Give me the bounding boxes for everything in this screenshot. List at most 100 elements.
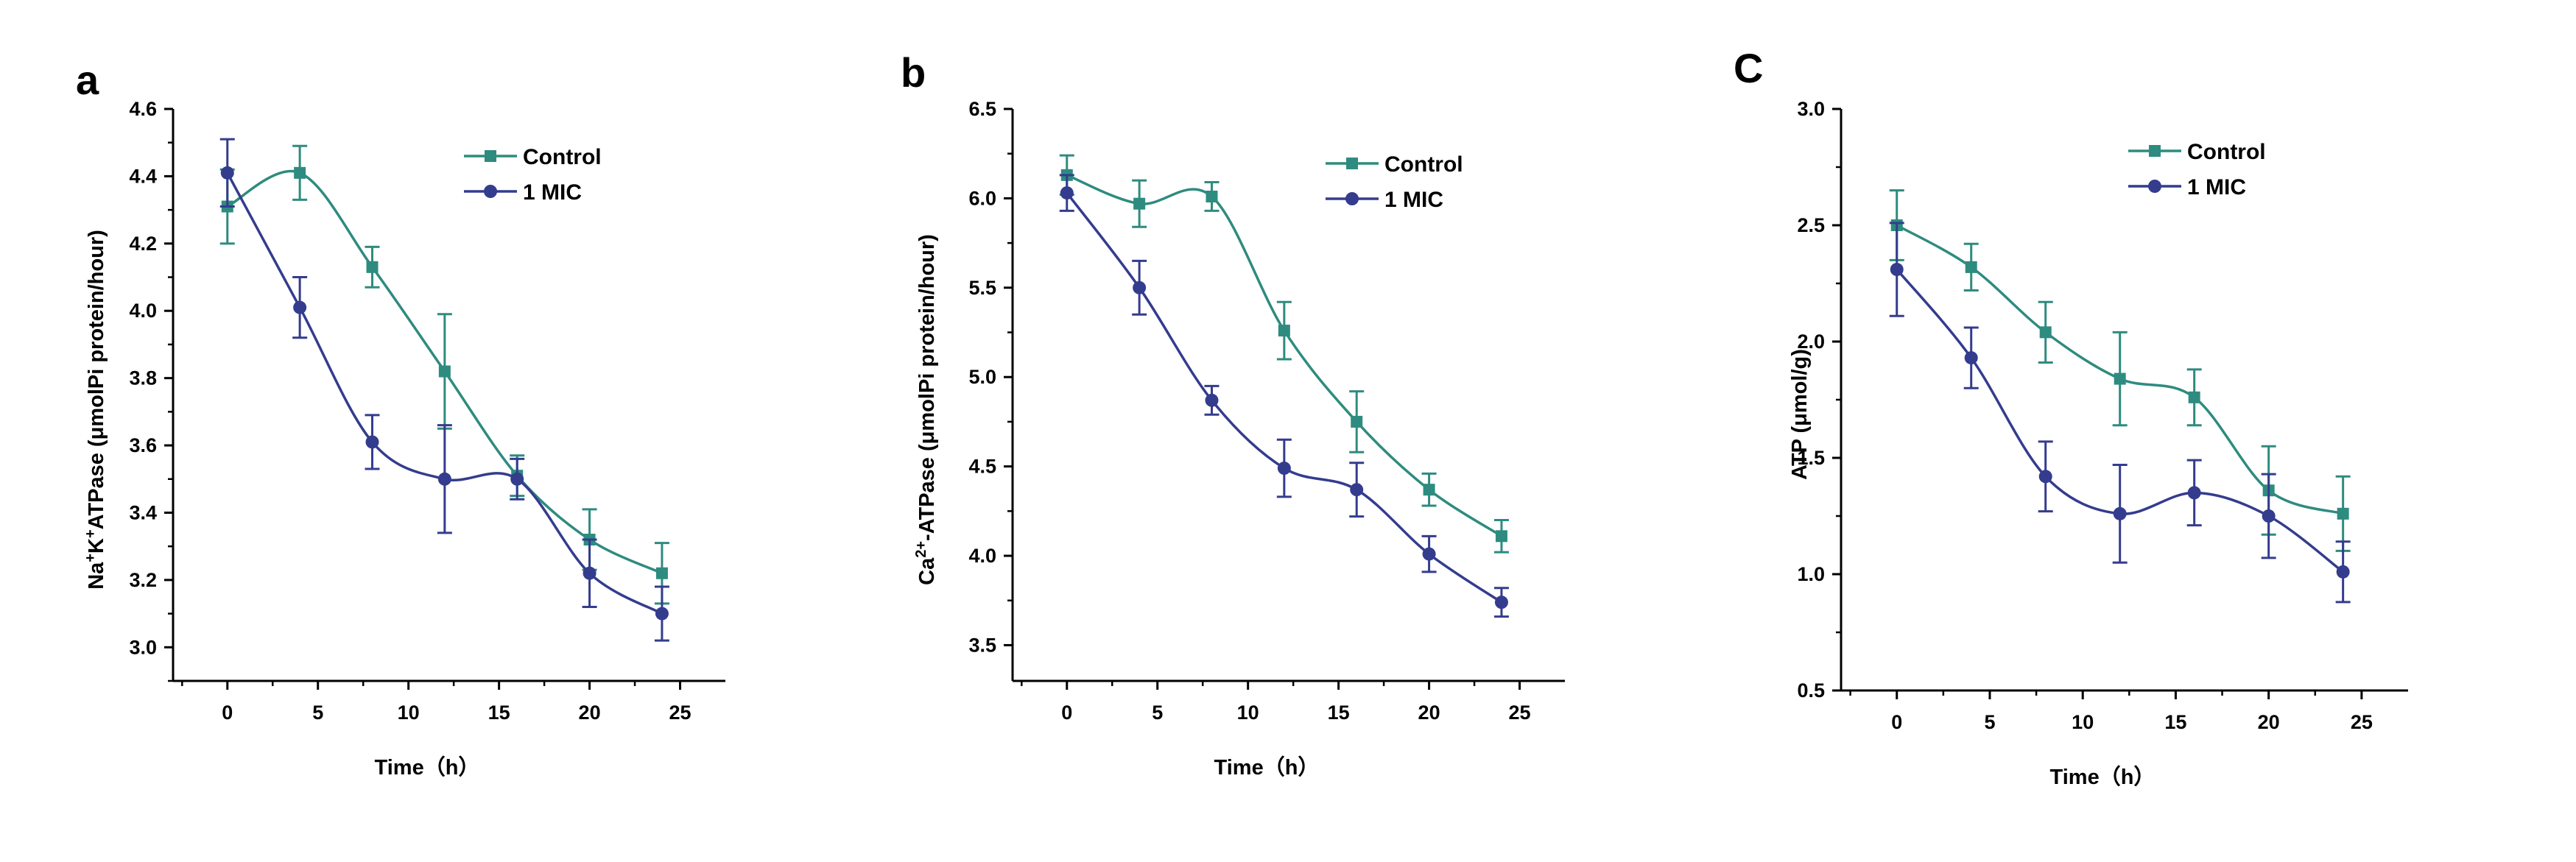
data-point-circle — [437, 472, 451, 486]
y-axis-label-part: K — [85, 538, 108, 554]
legend-entry: 1 MIC — [1326, 188, 1443, 212]
y-axis-label-part: Na — [85, 562, 108, 590]
y-tick-label: 4.5 — [968, 456, 996, 478]
legend-label: 1 MIC — [2187, 175, 2246, 199]
x-tick-label: 15 — [488, 702, 510, 724]
legend-marker-square — [485, 150, 496, 162]
y-tick-label: 1.5 — [1797, 447, 1825, 469]
y-tick-label: 5.5 — [968, 277, 996, 299]
x-tick-label: 10 — [2072, 711, 2094, 733]
data-point-circle — [2336, 565, 2350, 579]
y-tick-label: 3.0 — [129, 636, 157, 658]
data-point-square — [1133, 197, 1146, 210]
legend-entry: 1 MIC — [2128, 175, 2246, 199]
y-axis-label-part: ATPase (μmolPi protein/hour) — [85, 230, 108, 529]
legend-marker-circle — [2148, 180, 2161, 193]
y-axis-label-part: Ca — [915, 557, 939, 585]
y-axis-label: ATP (μmol/g) — [1788, 349, 1812, 480]
data-point-circle — [1964, 351, 1978, 365]
data-point-circle — [365, 435, 379, 449]
data-point-square — [2114, 372, 2126, 385]
y-tick-label: 3.6 — [129, 434, 157, 456]
data-point-circle — [1350, 483, 1364, 497]
data-point-square — [655, 567, 668, 579]
y-tick-label: 0.5 — [1797, 679, 1825, 702]
data-point-circle — [2262, 509, 2276, 523]
x-tick-label: 0 — [1891, 711, 1902, 733]
y-tick-label: 6.5 — [968, 98, 996, 120]
x-tick-label: 0 — [222, 702, 233, 724]
data-point-square — [1495, 530, 1507, 543]
y-tick-label: 1.0 — [1797, 563, 1825, 585]
data-point-circle — [655, 607, 669, 621]
data-point-circle — [510, 472, 524, 486]
x-tick-label: 10 — [1237, 702, 1259, 724]
data-point-circle — [583, 566, 597, 580]
legend-label: Control — [523, 145, 602, 169]
chart-panel-b: b 0 5 10 15 20 25 3.5 4.0 4.5 5.0 5.5 6.0 6.5 Time（h） C… — [901, 49, 1565, 780]
data-point-square — [438, 365, 451, 378]
x-tick-label: 5 — [1984, 711, 1995, 733]
y-tick-label: 4.0 — [968, 545, 996, 567]
y-axis-label: Na+K+ATPase (μmolPi protein/hour) — [82, 230, 108, 590]
series-line — [1066, 192, 1502, 604]
y-tick-label: 4.2 — [129, 233, 157, 255]
series-1-mic — [219, 138, 669, 642]
y-tick-label: 2.0 — [1797, 331, 1825, 353]
panel-letter: b — [901, 49, 926, 96]
data-point-circle — [2187, 486, 2201, 500]
legend-label: 1 MIC — [1384, 188, 1443, 212]
data-point-circle — [1890, 263, 1904, 277]
series-1-mic — [1889, 222, 2351, 604]
chart-panel-a: a 0 5 10 15 20 25 3.0 3.2 3.4 3.6 3.8 4.0 4.2 4.4 4.6 Ti… — [76, 57, 725, 780]
y-axis-label-part: -ATPase (μmolPi protein/hour) — [915, 234, 939, 541]
data-point-circle — [2113, 506, 2127, 520]
y-axis-label: Ca2+-ATPase (μmolPi protein/hour) — [913, 234, 939, 585]
series-1-mic — [1059, 174, 1509, 618]
x-axis-label: Time（h） — [1214, 755, 1320, 780]
y-axis-label-superscript: + — [82, 529, 99, 538]
legend-marker-circle — [1345, 192, 1359, 205]
data-point-square — [2337, 507, 2349, 520]
y-axis-label-part: ATP (μmol/g) — [1788, 349, 1812, 480]
legend-entry: Control — [2128, 140, 2266, 164]
data-point-circle — [1277, 462, 1291, 476]
data-point-square — [1423, 484, 1435, 496]
y-tick-label: 2.5 — [1797, 214, 1825, 236]
x-tick-label: 25 — [669, 702, 691, 724]
legend-marker-square — [2149, 145, 2161, 157]
data-point-square — [1278, 325, 1290, 337]
legend-label: Control — [2187, 140, 2266, 164]
legend-label: Control — [1384, 152, 1463, 177]
y-tick-label: 4.0 — [129, 300, 157, 322]
y-axis-label-superscript: + — [82, 554, 99, 562]
data-point-square — [1351, 415, 1363, 428]
x-axis-label: Time（h） — [2050, 765, 2156, 789]
x-tick-label: 25 — [2351, 711, 2373, 733]
y-axis-label-superscript: 2+ — [913, 541, 929, 558]
x-tick-label: 5 — [312, 702, 323, 724]
series-control — [219, 144, 669, 605]
y-tick-label: 6.0 — [968, 187, 996, 209]
x-axis-label: Time（h） — [375, 755, 480, 780]
panel-letter: C — [1734, 45, 1763, 91]
x-tick-label: 25 — [1509, 702, 1531, 724]
legend-entry: Control — [1326, 152, 1463, 177]
y-tick-label: 4.4 — [129, 165, 157, 187]
legend-label: 1 MIC — [523, 180, 582, 205]
legend-marker-square — [1346, 158, 1358, 169]
x-tick-label: 0 — [1061, 702, 1072, 724]
x-tick-label: 10 — [398, 702, 420, 724]
legend-marker-circle — [484, 185, 497, 198]
y-tick-label: 3.0 — [1797, 98, 1825, 120]
y-tick-label: 5.0 — [968, 366, 996, 388]
data-point-circle — [1133, 280, 1147, 294]
y-tick-label: 3.2 — [129, 569, 157, 591]
data-point-circle — [1205, 393, 1219, 407]
data-point-circle — [1422, 547, 1436, 561]
x-tick-label: 20 — [1418, 702, 1440, 724]
data-point-square — [294, 166, 306, 179]
data-point-circle — [2038, 470, 2052, 484]
y-tick-label: 4.6 — [129, 98, 157, 120]
y-tick-label: 3.5 — [968, 634, 996, 656]
